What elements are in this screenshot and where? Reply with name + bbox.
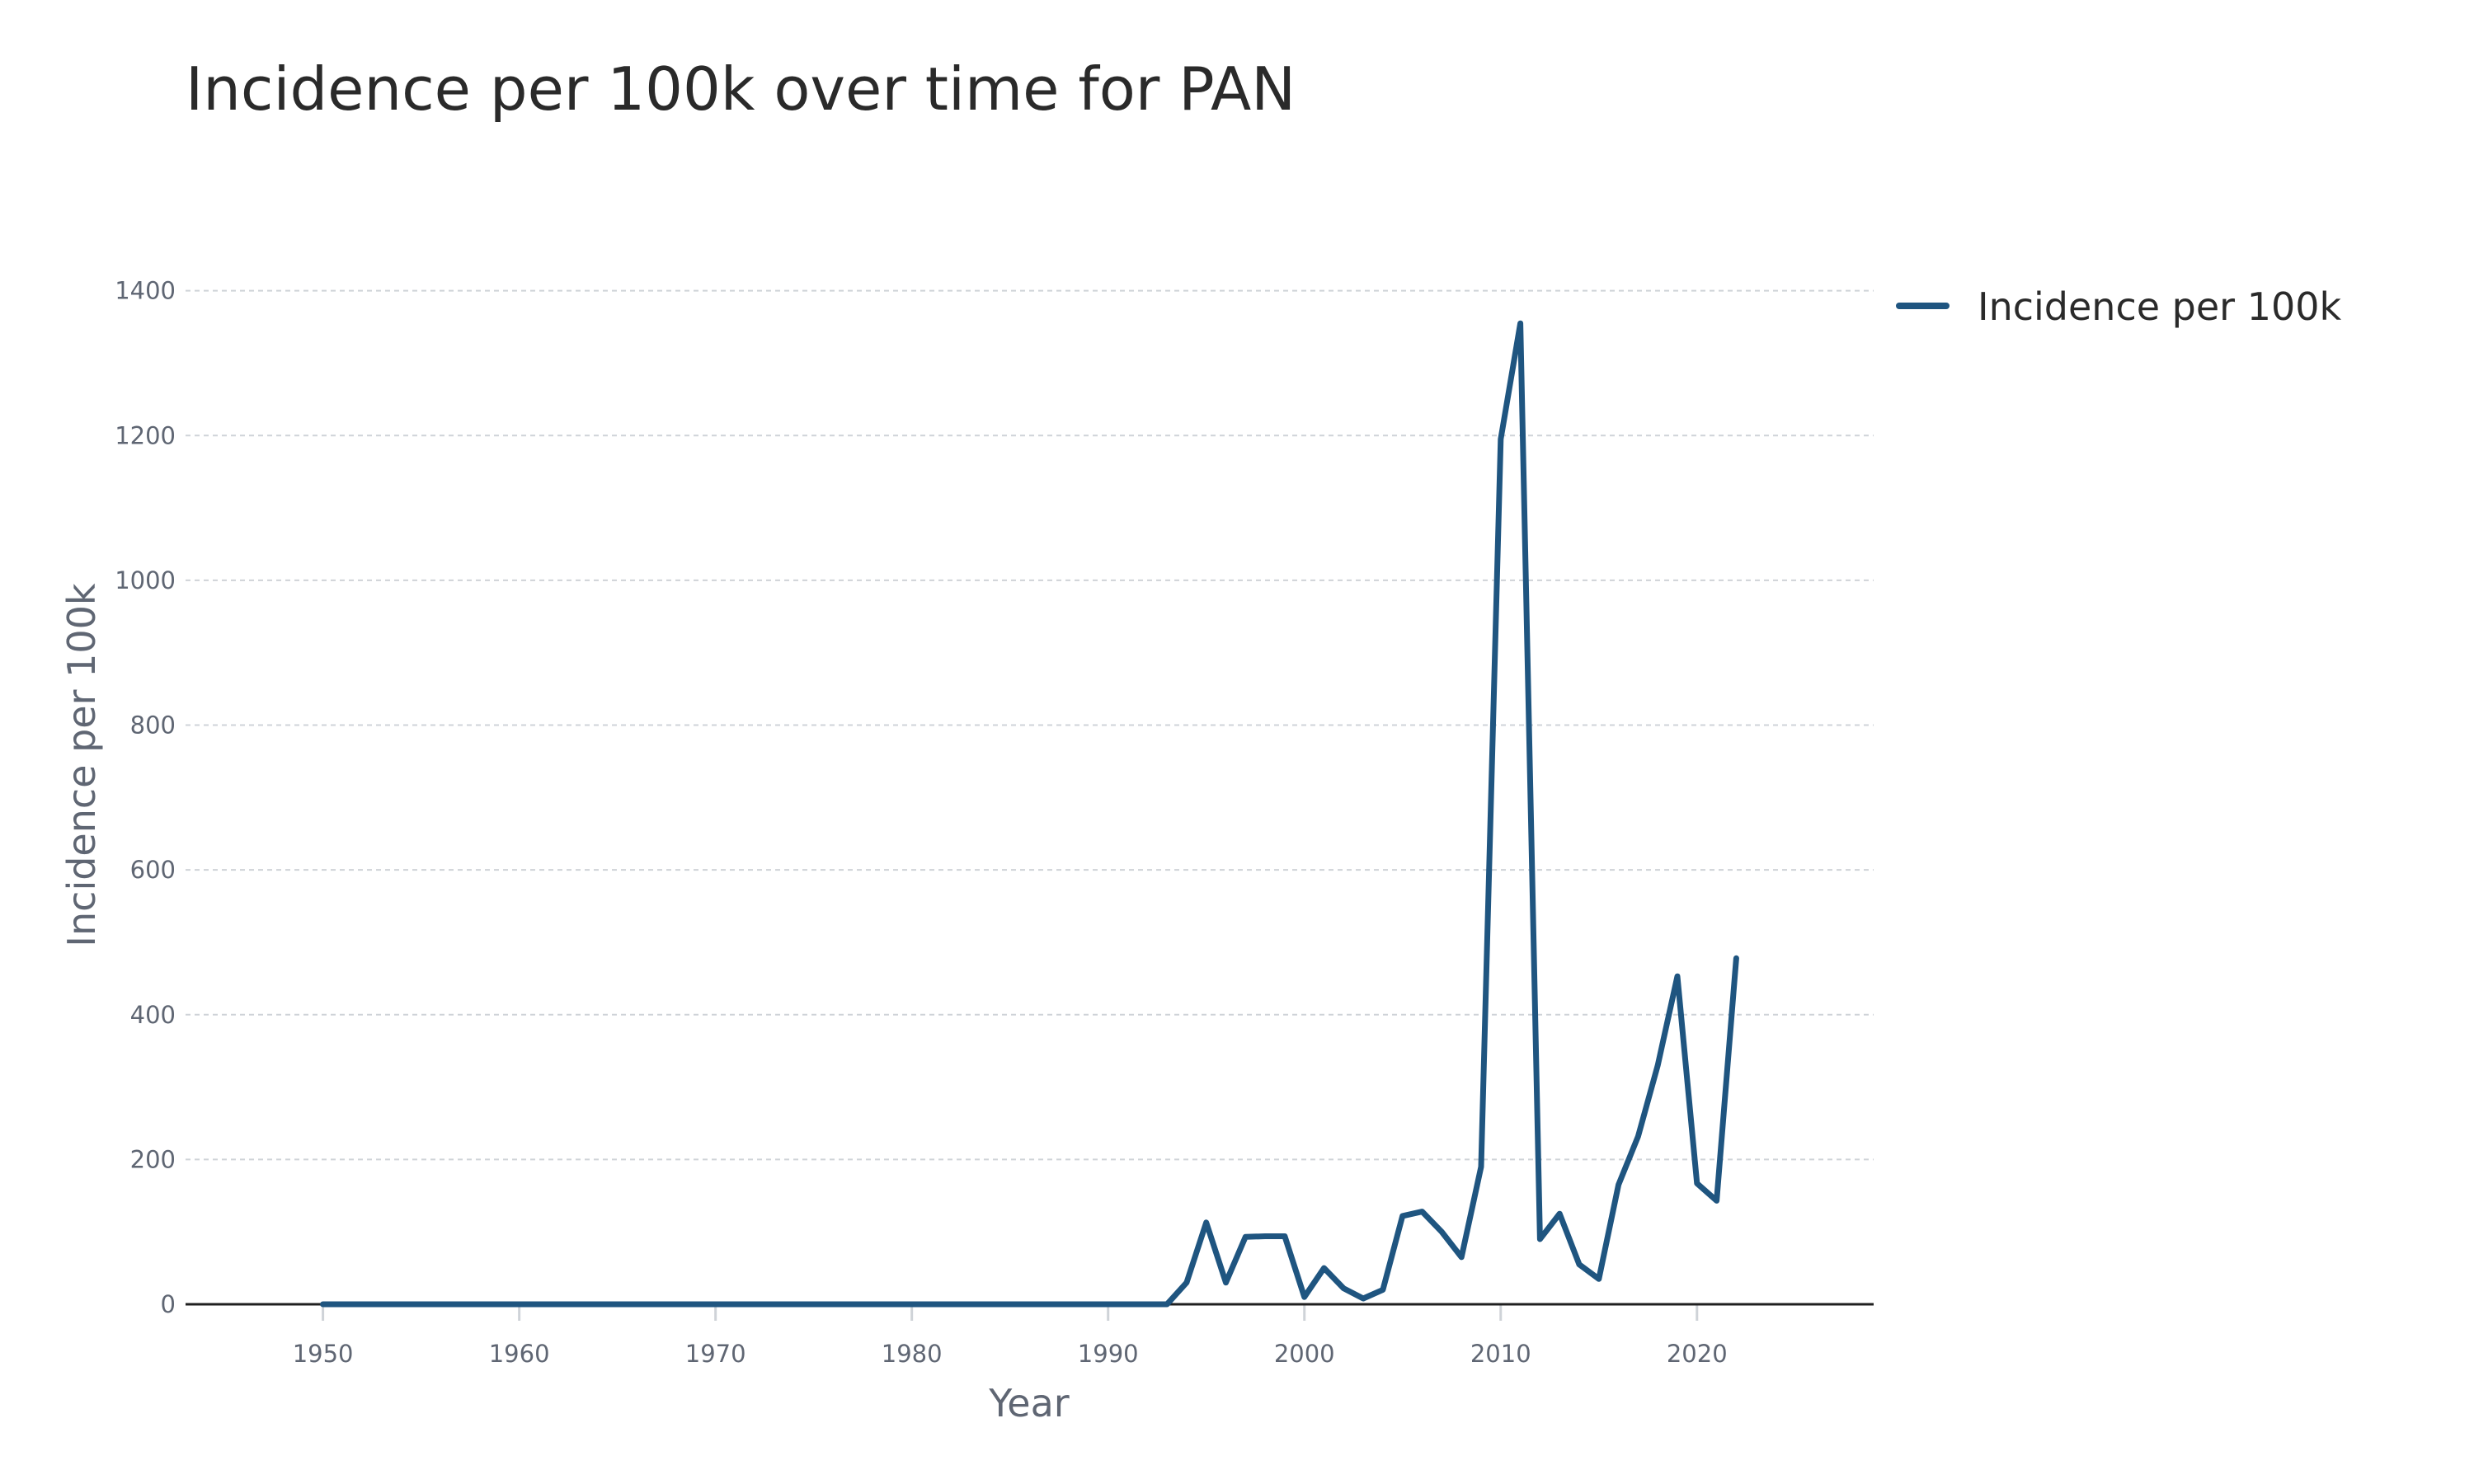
- x-tick-label-2000: 2000: [1274, 1340, 1335, 1368]
- x-axis: 1950 1960 1970 1980 1990 2000 2010 2020: [293, 1304, 1728, 1368]
- y-tick-label-0: 0: [161, 1290, 176, 1318]
- legend-item-label: Incidence per 100k: [1978, 284, 2341, 329]
- y-tick-label-200: 200: [130, 1145, 176, 1173]
- chart-title: Incidence per 100k over time for PAN: [186, 54, 1296, 124]
- x-tick-label-2020: 2020: [1667, 1340, 1728, 1368]
- y-tick-label-1400: 1400: [115, 277, 176, 305]
- series-line-0: [320, 320, 1739, 1308]
- y-axis: 0 200 400 600 800 1000 1200 1400: [115, 277, 176, 1318]
- y-tick-label-400: 400: [130, 1001, 176, 1029]
- y-tick-label-600: 600: [130, 856, 176, 884]
- x-tick-label-1990: 1990: [1078, 1340, 1139, 1368]
- x-axis-title: Year: [988, 1381, 1069, 1425]
- x-tick-label-1980: 1980: [882, 1340, 943, 1368]
- y-tick-label-800: 800: [130, 711, 176, 740]
- gridlines: [186, 289, 1874, 1161]
- y-axis-title: Incidence per 100k: [59, 583, 104, 946]
- x-tick-label-1970: 1970: [685, 1340, 746, 1368]
- x-tick-label-1960: 1960: [489, 1340, 550, 1368]
- legend: Incidence per 100k: [1896, 284, 2341, 329]
- y-tick-label-1200: 1200: [115, 421, 176, 449]
- plot-area: [320, 320, 1739, 1308]
- x-tick-label-1950: 1950: [293, 1340, 354, 1368]
- y-tick-label-1000: 1000: [115, 566, 176, 594]
- x-tick-label-2010: 2010: [1470, 1340, 1531, 1368]
